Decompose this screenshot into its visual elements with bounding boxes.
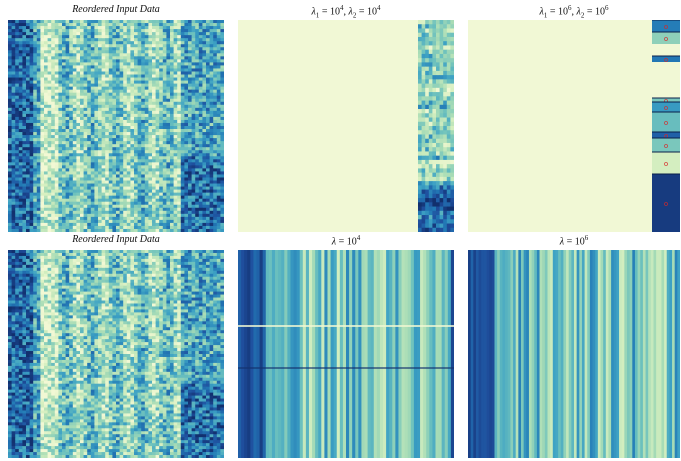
cluster-marker: o [664, 200, 668, 208]
cluster-marker: o [664, 35, 668, 43]
block-2 [652, 56, 680, 62]
row-line-light [238, 325, 454, 327]
column-stripes [238, 250, 454, 458]
panel-title: λ = 106 [559, 234, 589, 248]
panel-input-data-top: Reordered Input Data [8, 4, 224, 232]
cluster-marker: o [664, 160, 668, 168]
block-7 [652, 138, 680, 152]
heatmap-input-top [8, 20, 224, 232]
heatmap-cells [8, 20, 224, 232]
panel-lambda1-lambda2-1e4: λ1 = 104, λ2 = 104 [238, 4, 454, 232]
block-5 [652, 112, 680, 132]
cluster-marker: o [664, 142, 668, 150]
panel-lambda-1e6: λ = 106 [468, 234, 680, 458]
heatmap-cells [8, 250, 224, 458]
panel-lambda-1e4: λ = 104 [238, 234, 454, 458]
cluster-marker: o [664, 56, 668, 64]
block-4 [652, 102, 680, 112]
block-3 [652, 98, 680, 102]
column-stripes [468, 250, 680, 458]
panel-title: λ1 = 104, λ2 = 104 [311, 4, 381, 20]
heatmap-bicluster-1e4 [238, 20, 454, 232]
cluster-marker: o [664, 119, 668, 127]
block-9 [652, 174, 680, 232]
background [468, 20, 680, 232]
block-6 [652, 132, 680, 138]
block-1 [652, 32, 680, 44]
block-right [418, 20, 454, 232]
row-line-dark [238, 367, 454, 369]
panel-input-data-bottom: Reordered Input Data [8, 234, 224, 458]
cluster-marker: o [664, 104, 668, 112]
cluster-marker: o [664, 97, 668, 105]
heatmap-input-bottom [8, 250, 224, 458]
block-8 [652, 152, 680, 174]
heatmap-columns-1e6 [468, 250, 680, 458]
panel-title: Reordered Input Data [72, 234, 160, 245]
block-0 [652, 20, 680, 32]
cluster-marker: o [664, 23, 668, 31]
panel-title: λ1 = 106, λ2 = 106 [539, 4, 609, 20]
panel-title: λ = 104 [331, 234, 361, 248]
heatmap-columns-1e4 [238, 250, 454, 458]
panel-title: Reordered Input Data [72, 4, 160, 15]
cluster-marker: o [664, 132, 668, 140]
